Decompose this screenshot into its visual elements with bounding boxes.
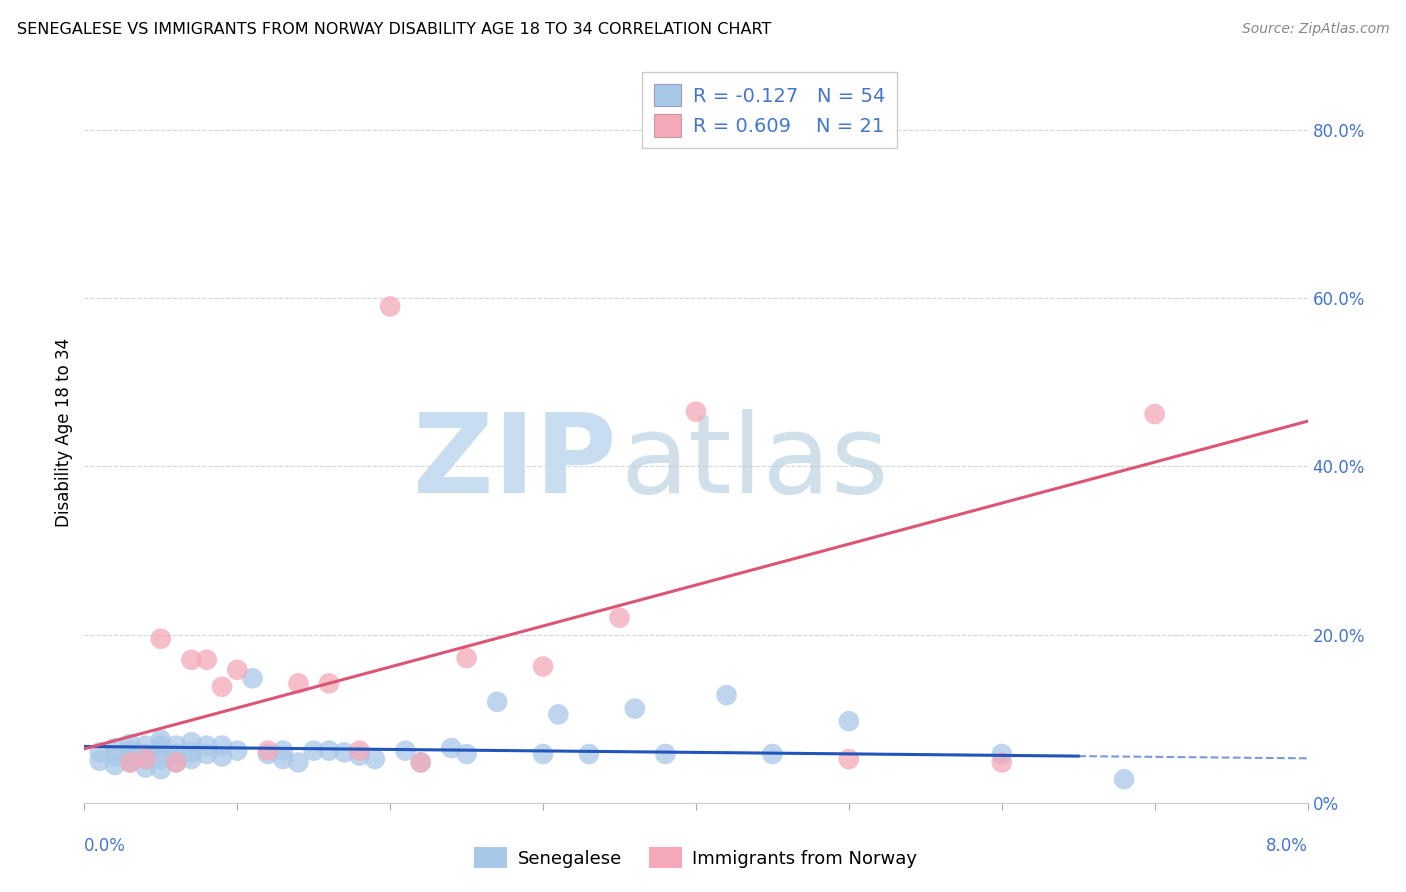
Point [624, 701, 647, 715]
Point [149, 752, 172, 766]
Point [89, 745, 111, 759]
Point [149, 745, 172, 759]
Point [547, 707, 569, 722]
Point [180, 653, 202, 667]
Point [135, 739, 157, 753]
Point [349, 744, 371, 758]
Point [226, 663, 249, 677]
Point [456, 747, 478, 761]
Text: ZIP: ZIP [413, 409, 616, 516]
Text: atlas: atlas [620, 409, 889, 516]
Y-axis label: Disability Age 18 to 34: Disability Age 18 to 34 [55, 338, 73, 527]
Point [654, 747, 676, 761]
Point [165, 756, 187, 770]
Point [180, 752, 202, 766]
Point [135, 752, 157, 766]
Point [531, 659, 554, 673]
Point [104, 749, 127, 764]
Point [195, 739, 218, 753]
Point [409, 756, 432, 770]
Point [394, 744, 416, 758]
Point [165, 756, 187, 770]
Point [120, 756, 142, 770]
Point [211, 680, 233, 694]
Point [104, 758, 127, 772]
Point [380, 300, 402, 314]
Point [716, 688, 738, 702]
Point [287, 756, 309, 770]
Point [257, 744, 280, 758]
Point [486, 695, 509, 709]
Legend: Senegalese, Immigrants from Norway: Senegalese, Immigrants from Norway [467, 840, 925, 875]
Point [287, 676, 309, 690]
Point [135, 752, 157, 766]
Point [685, 404, 707, 418]
Point [149, 739, 172, 753]
Point [120, 737, 142, 751]
Text: 0.0%: 0.0% [84, 837, 127, 855]
Point [318, 676, 340, 690]
Point [165, 739, 187, 753]
Point [211, 739, 233, 753]
Point [149, 632, 172, 646]
Point [271, 752, 294, 766]
Point [180, 735, 202, 749]
Point [531, 747, 554, 761]
Point [271, 744, 294, 758]
Point [120, 744, 142, 758]
Point [180, 745, 202, 759]
Point [135, 747, 157, 761]
Text: Source: ZipAtlas.com: Source: ZipAtlas.com [1241, 22, 1389, 37]
Point [195, 653, 218, 667]
Point [838, 714, 860, 729]
Point [149, 732, 172, 747]
Point [120, 749, 142, 764]
Text: SENEGALESE VS IMMIGRANTS FROM NORWAY DISABILITY AGE 18 TO 34 CORRELATION CHART: SENEGALESE VS IMMIGRANTS FROM NORWAY DIS… [17, 22, 772, 37]
Point [991, 756, 1014, 770]
Point [409, 756, 432, 770]
Point [211, 749, 233, 764]
Point [578, 747, 600, 761]
Point [349, 748, 371, 763]
Point [1114, 772, 1136, 787]
Point [226, 744, 249, 758]
Point [456, 651, 478, 665]
Point [302, 744, 325, 758]
Point [257, 747, 280, 761]
Point [120, 756, 142, 770]
Point [838, 752, 860, 766]
Point [761, 747, 783, 761]
Point [364, 752, 387, 766]
Point [104, 741, 127, 756]
Point [318, 744, 340, 758]
Point [991, 747, 1014, 761]
Point [1143, 407, 1166, 421]
Point [89, 754, 111, 768]
Point [440, 741, 463, 756]
Point [149, 762, 172, 776]
Point [333, 745, 356, 759]
Point [135, 760, 157, 774]
Point [165, 747, 187, 761]
Point [609, 610, 631, 624]
Point [195, 747, 218, 761]
Text: 8.0%: 8.0% [1265, 837, 1308, 855]
Point [242, 671, 264, 685]
